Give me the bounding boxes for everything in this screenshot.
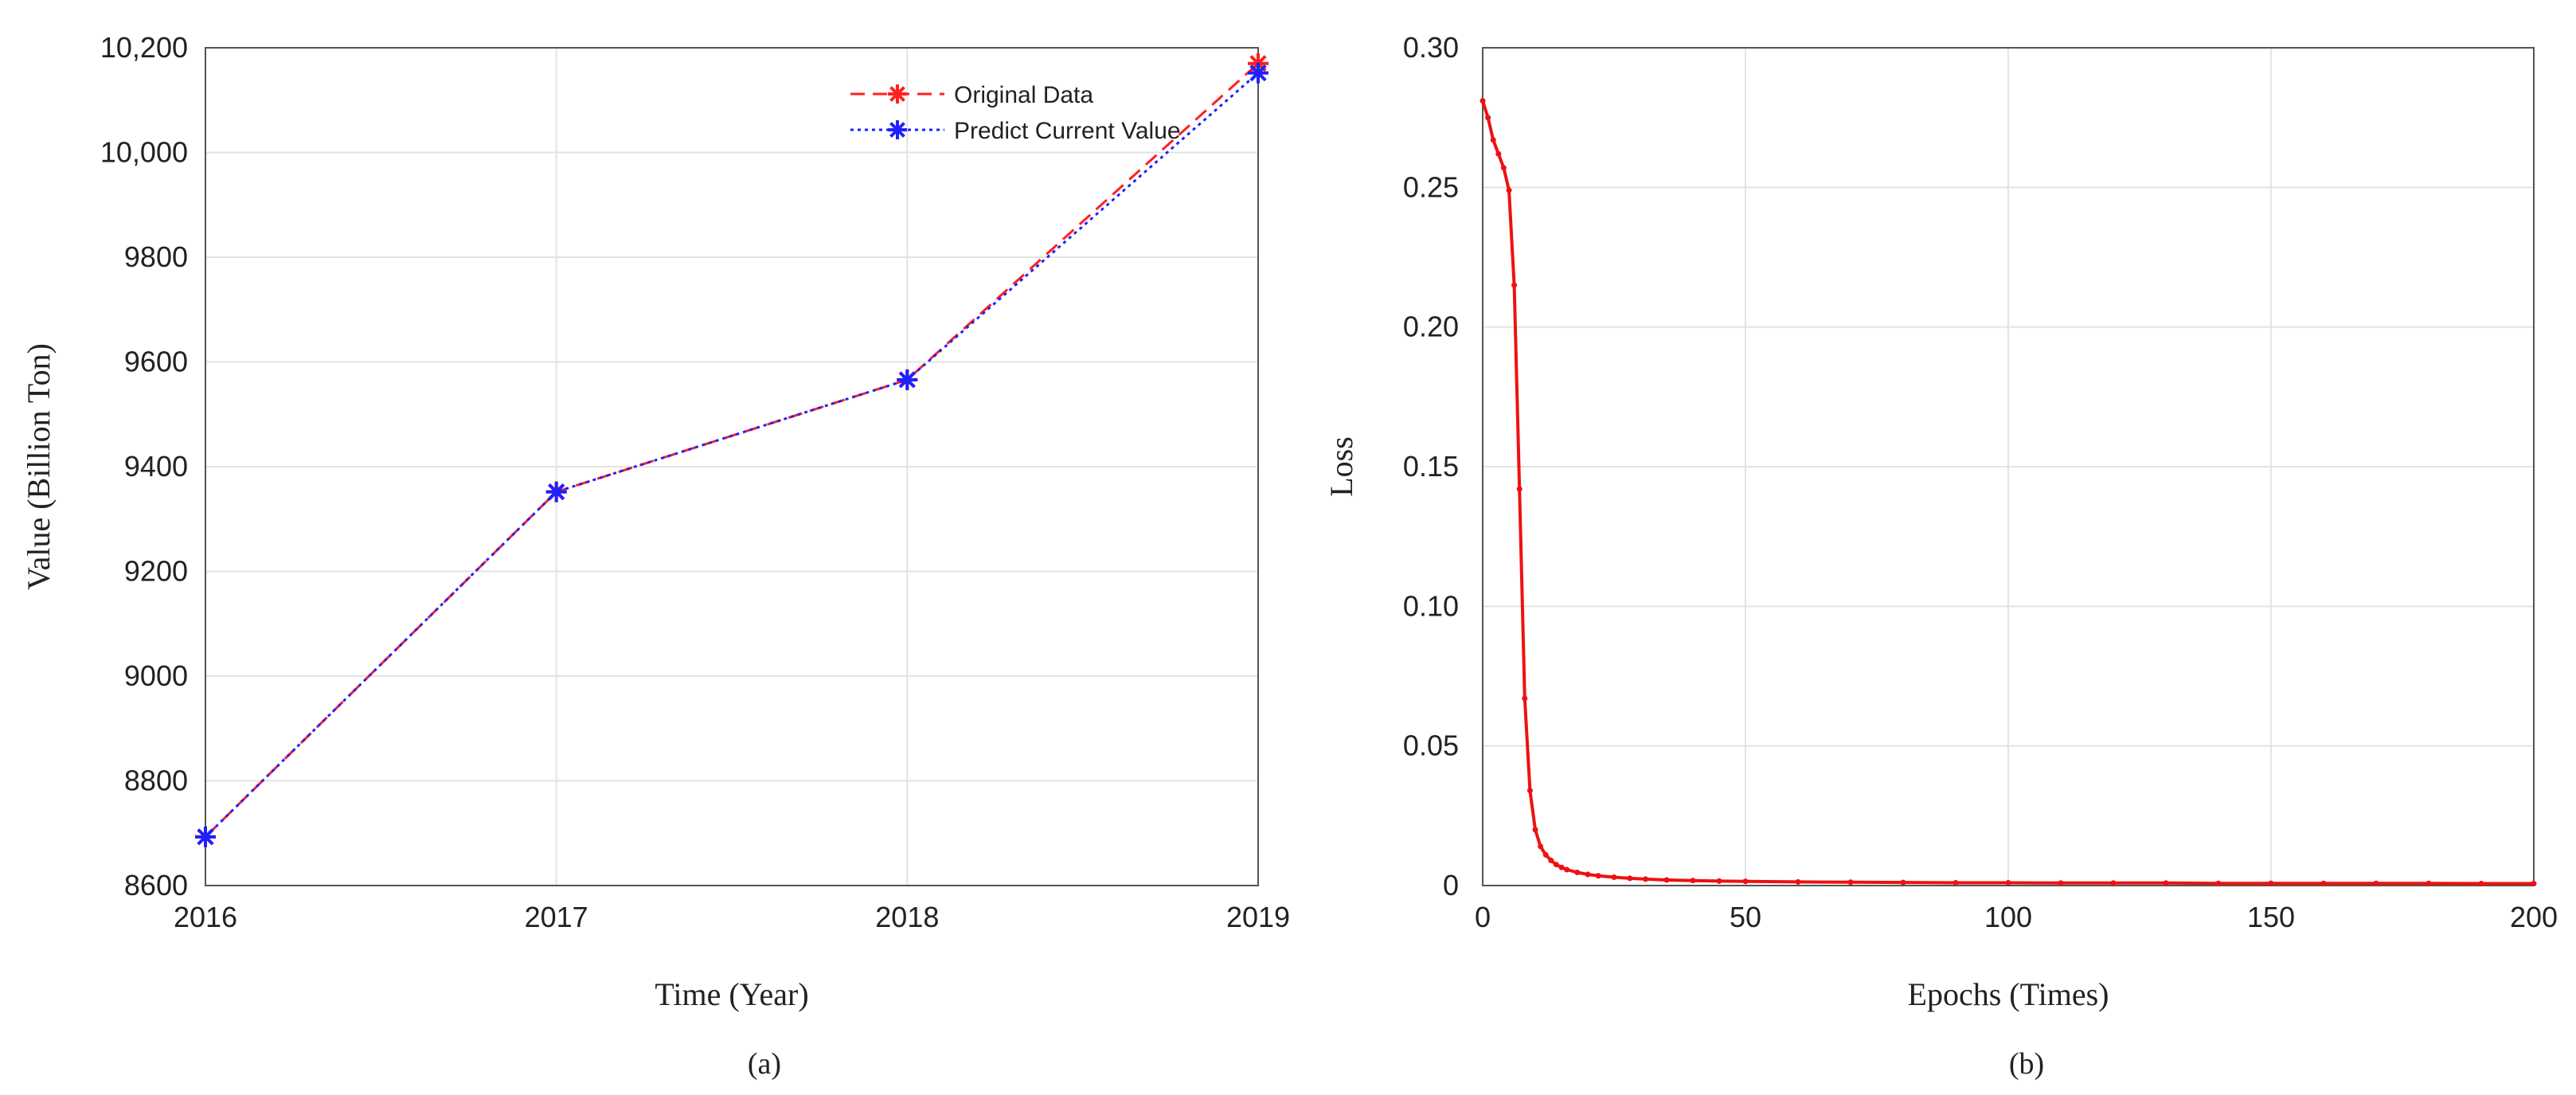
data-point (1526, 788, 1533, 794)
y-tick-label: 0.10 (1403, 589, 1459, 622)
data-point (1558, 864, 1565, 870)
legend-label-predict-current-value: Predict Current Value (954, 118, 1181, 144)
legend-label-original-data: Original Data (954, 82, 1093, 108)
y-tick-label: 8600 (124, 869, 188, 901)
data-point (1511, 282, 1518, 288)
legend-marker-predict-current-value (888, 120, 907, 139)
data-point (2058, 880, 2064, 886)
series-line-original-data (204, 62, 1260, 838)
data-point (1574, 870, 1581, 876)
data-point (1480, 98, 1486, 104)
data-point (2531, 881, 2537, 887)
y-tick-labels-b: 0 0.05 0.10 0.15 0.20 0.25 0.30 (1403, 31, 1459, 901)
x-tick-label: 0 (1475, 901, 1491, 933)
y-tick-label: 10,200 (100, 31, 188, 64)
data-point (1847, 879, 1854, 886)
data-point (1690, 878, 1696, 884)
chart-panel-b: 0 50 100 150 200 0 0.05 0.10 0.15 0.20 0.25 0.30 E… (1323, 31, 2558, 1081)
data-point (1506, 187, 1512, 194)
y-axis-title-a: Value (Billion Ton) (21, 343, 57, 590)
series-lines-b (1480, 98, 2537, 887)
y-tick-label: 8800 (124, 765, 188, 797)
data-point (2426, 880, 2432, 886)
data-point (2268, 880, 2274, 886)
series-lines-a (204, 62, 1260, 838)
data-point (1553, 862, 1559, 868)
x-tick-label: 100 (1984, 901, 2032, 933)
series-line-loss (1481, 100, 2534, 886)
data-point (897, 369, 918, 390)
data-point (1643, 876, 1649, 882)
chart-panel-a: 2016 2017 2018 2019 8600 8800 9000 9200 9400 960… (21, 31, 1290, 1081)
x-tick-labels-a: 2016 2017 2018 2019 (174, 901, 1290, 933)
panel-caption-b: (b) (2009, 1047, 2044, 1081)
data-point (195, 826, 216, 847)
data-point (1716, 878, 1722, 884)
plot-frame-b (1482, 47, 2535, 886)
x-axis-title-b: Epochs (Times) (1908, 976, 2109, 1012)
data-point (1522, 695, 1528, 702)
data-point (1485, 115, 1491, 121)
x-tick-label: 50 (1730, 901, 1761, 933)
y-tick-label: 0.05 (1403, 729, 1459, 762)
data-point (1742, 878, 1749, 885)
legend-a: Original Data Predict Current Value (850, 82, 1181, 144)
data-point (1627, 875, 1633, 882)
data-point (1900, 879, 1906, 886)
y-tick-label: 0.30 (1403, 31, 1459, 64)
data-point (1953, 879, 1959, 886)
y-tick-label: 10,000 (100, 136, 188, 169)
data-point (1516, 486, 1523, 492)
data-point (1532, 827, 1538, 833)
x-tick-label: 200 (2510, 901, 2558, 933)
data-point (2163, 880, 2169, 886)
y-tick-label: 0 (1443, 869, 1459, 901)
panel-caption-a: (a) (748, 1047, 781, 1081)
y-axis-title-b: Loss (1323, 436, 1359, 497)
legend-marker-original-data (888, 84, 907, 104)
data-point (1500, 165, 1507, 171)
data-point (1795, 878, 1801, 885)
y-tick-label: 9000 (124, 659, 188, 692)
x-tick-label: 2016 (174, 901, 237, 933)
data-point (2320, 880, 2327, 886)
y-tick-labels-a: 8600 8800 9000 9200 9400 9600 9800 10,000 10,200 (100, 31, 188, 901)
plot-frame-a (205, 47, 1259, 886)
data-point (1663, 877, 1670, 883)
y-tick-label: 0.20 (1403, 311, 1459, 343)
data-point (2478, 881, 2484, 887)
data-point (2005, 879, 2011, 886)
data-point (2110, 880, 2117, 886)
grid-b (1482, 47, 2535, 886)
data-point (1585, 871, 1591, 878)
data-point (1611, 874, 1617, 880)
y-tick-label: 9400 (124, 450, 188, 483)
data-point (1248, 62, 1268, 84)
data-point (1490, 137, 1496, 143)
x-tick-label: 150 (2247, 901, 2295, 933)
x-tick-label: 2019 (1226, 901, 1290, 933)
data-point (1495, 151, 1502, 157)
series-line-predict-current-value (204, 72, 1259, 838)
y-tick-label: 9600 (124, 346, 188, 378)
y-tick-label: 0.25 (1403, 170, 1459, 203)
x-tick-label: 2017 (525, 901, 588, 933)
data-point (2373, 880, 2379, 886)
data-point (1538, 843, 1544, 850)
y-tick-label: 9200 (124, 555, 188, 588)
data-point (1548, 857, 1554, 863)
data-point (1564, 866, 1570, 873)
y-tick-label: 9800 (124, 241, 188, 273)
data-point (545, 481, 567, 503)
data-point (2215, 880, 2222, 886)
x-axis-title-a: Time (Year) (655, 976, 808, 1012)
y-tick-label: 0.15 (1403, 450, 1459, 483)
series-markers-a (195, 53, 1268, 847)
data-point (1542, 851, 1549, 858)
grid-a (205, 47, 1259, 886)
x-tick-labels-b: 0 50 100 150 200 (1475, 901, 2558, 933)
data-point (1595, 873, 1601, 879)
x-tick-label: 2018 (875, 901, 939, 933)
